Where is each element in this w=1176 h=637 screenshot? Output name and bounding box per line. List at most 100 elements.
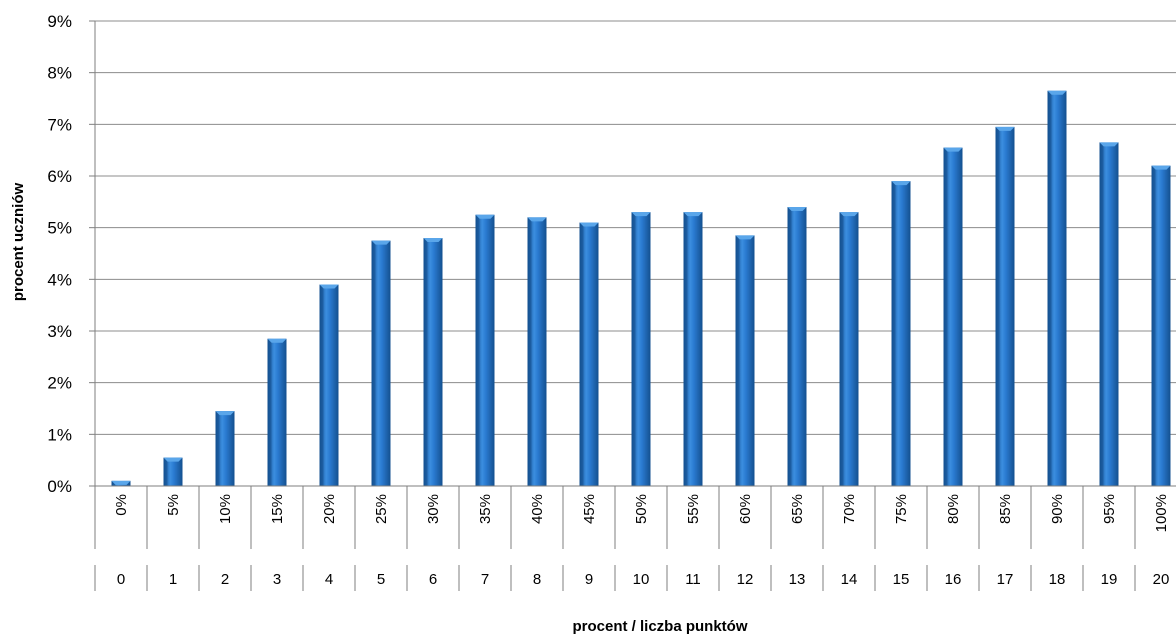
x-tick-labels: 0% 5% 10% 15% 20% 25% 30% 35% 40% 45% 50% 55% 60% 65%… (113, 494, 1170, 588)
bar-cap (215, 411, 235, 416)
x-tick-label-points: 5 (377, 571, 385, 588)
bar-bevel (735, 235, 740, 486)
bar-body (631, 212, 651, 486)
x-tick-label-points: 1 (169, 571, 177, 588)
x-tick-label-percent: 25% (373, 494, 390, 524)
x-tick-label-points: 3 (273, 571, 281, 588)
x-tick-label-points: 8 (533, 571, 541, 588)
x-tick-label-percent: 20% (321, 494, 338, 524)
bar-bevel (683, 212, 688, 486)
x-tick-label-points: 4 (325, 571, 333, 588)
bar-bevel (215, 411, 220, 486)
bar-body (423, 238, 443, 486)
bar (111, 480, 131, 486)
bar-cap (1047, 90, 1067, 95)
bar-cap (527, 217, 547, 222)
bar-bevel (163, 457, 168, 486)
bar-body (371, 240, 391, 486)
x-tick-label-percent: 5% (165, 494, 182, 516)
x-tick-label-percent: 55% (685, 494, 702, 524)
bar-body (787, 207, 807, 486)
x-tick-label-points: 0 (117, 571, 125, 588)
bar-cap (163, 457, 183, 462)
bar-cap (1099, 142, 1119, 147)
bar-body (267, 338, 287, 486)
bar (475, 214, 495, 486)
bar-bevel (943, 147, 948, 487)
x-tick-label-percent: 60% (737, 494, 754, 524)
bar-body (839, 212, 859, 486)
x-tick-label-percent: 15% (269, 494, 286, 524)
x-tick-label-points: 10 (633, 571, 650, 588)
bar (839, 212, 859, 486)
bar-cap (787, 207, 807, 211)
x-tick-label-percent: 70% (841, 494, 858, 524)
bar-body (995, 126, 1015, 487)
bar (1047, 90, 1067, 486)
x-tick-label-points: 15 (893, 571, 910, 588)
x-tick-label-points: 17 (997, 571, 1014, 588)
bar-bevel (475, 214, 480, 486)
x-tick-label-percent: 35% (477, 494, 494, 524)
bar-bevel (579, 222, 584, 486)
bar-cap (371, 240, 391, 245)
x-tick-label-points: 7 (481, 571, 489, 588)
bar-body (683, 212, 703, 486)
bar-body (215, 411, 235, 486)
y-tick-label: 4% (47, 270, 72, 289)
bar-bevel (111, 480, 116, 486)
bar-cap (631, 212, 651, 217)
bar-cap (475, 214, 495, 219)
bar (735, 235, 755, 486)
y-tick-label: 9% (47, 12, 72, 31)
bar (787, 207, 807, 486)
bar-bevel (995, 126, 1000, 487)
bar-body (527, 217, 547, 487)
bar-cap (735, 235, 755, 240)
x-tick-label-percent: 40% (529, 494, 546, 524)
bar-body (475, 214, 495, 486)
bar-body (1151, 165, 1171, 486)
x-tick-label-points: 11 (685, 571, 701, 588)
bar (371, 240, 391, 486)
x-tick-label-points: 9 (585, 571, 593, 588)
bar-cap (111, 480, 131, 485)
bar-bevel (1047, 90, 1052, 486)
bar-cap (943, 147, 963, 152)
bar-bevel (787, 207, 792, 486)
bar-body (319, 284, 339, 486)
x-tick-label-percent: 75% (893, 494, 910, 524)
bar-cap (839, 212, 859, 217)
x-tick-label-percent: 65% (789, 494, 806, 524)
bar-bevel (839, 212, 844, 486)
bar-bevel (319, 284, 324, 486)
bar-cap (995, 126, 1015, 131)
bar-body (579, 222, 599, 486)
y-tick-label: 5% (47, 219, 72, 238)
bar-body (163, 457, 183, 486)
bar-body (1099, 142, 1119, 486)
y-tick-label: 7% (47, 115, 72, 134)
bar (215, 411, 235, 486)
x-tick-label-percent: 30% (425, 494, 442, 524)
y-tick-labels: 0% 1% 2% 3% 4% 5% 6% 7% 8% 9% (47, 12, 72, 496)
x-tick-label-points: 16 (945, 571, 962, 588)
bar (1099, 142, 1119, 486)
bar-bevel (1151, 165, 1156, 486)
bar-body (891, 181, 911, 486)
bar-body (943, 147, 963, 487)
bar (163, 457, 183, 486)
x-axis-title: procent / liczba punktów (572, 618, 747, 635)
bar (423, 238, 443, 486)
bar (319, 284, 339, 486)
bar-bevel (267, 338, 272, 486)
bar-bevel (527, 217, 532, 487)
x-tick-label-points: 13 (789, 571, 806, 588)
x-tick-label-percent: 95% (1101, 494, 1118, 524)
bar-bevel (1099, 142, 1104, 486)
y-tick-label: 0% (47, 477, 72, 496)
x-tick-label-percent: 50% (633, 494, 650, 524)
bar (631, 212, 651, 486)
bar-cap (891, 181, 911, 186)
